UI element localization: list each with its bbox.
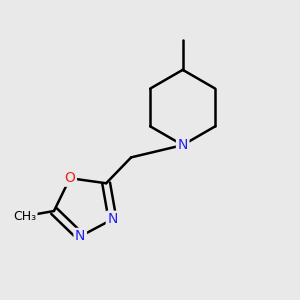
Text: N: N xyxy=(75,230,86,243)
Text: O: O xyxy=(64,171,75,185)
Text: N: N xyxy=(107,212,118,226)
Text: N: N xyxy=(178,138,188,152)
Text: CH₃: CH₃ xyxy=(14,210,37,223)
